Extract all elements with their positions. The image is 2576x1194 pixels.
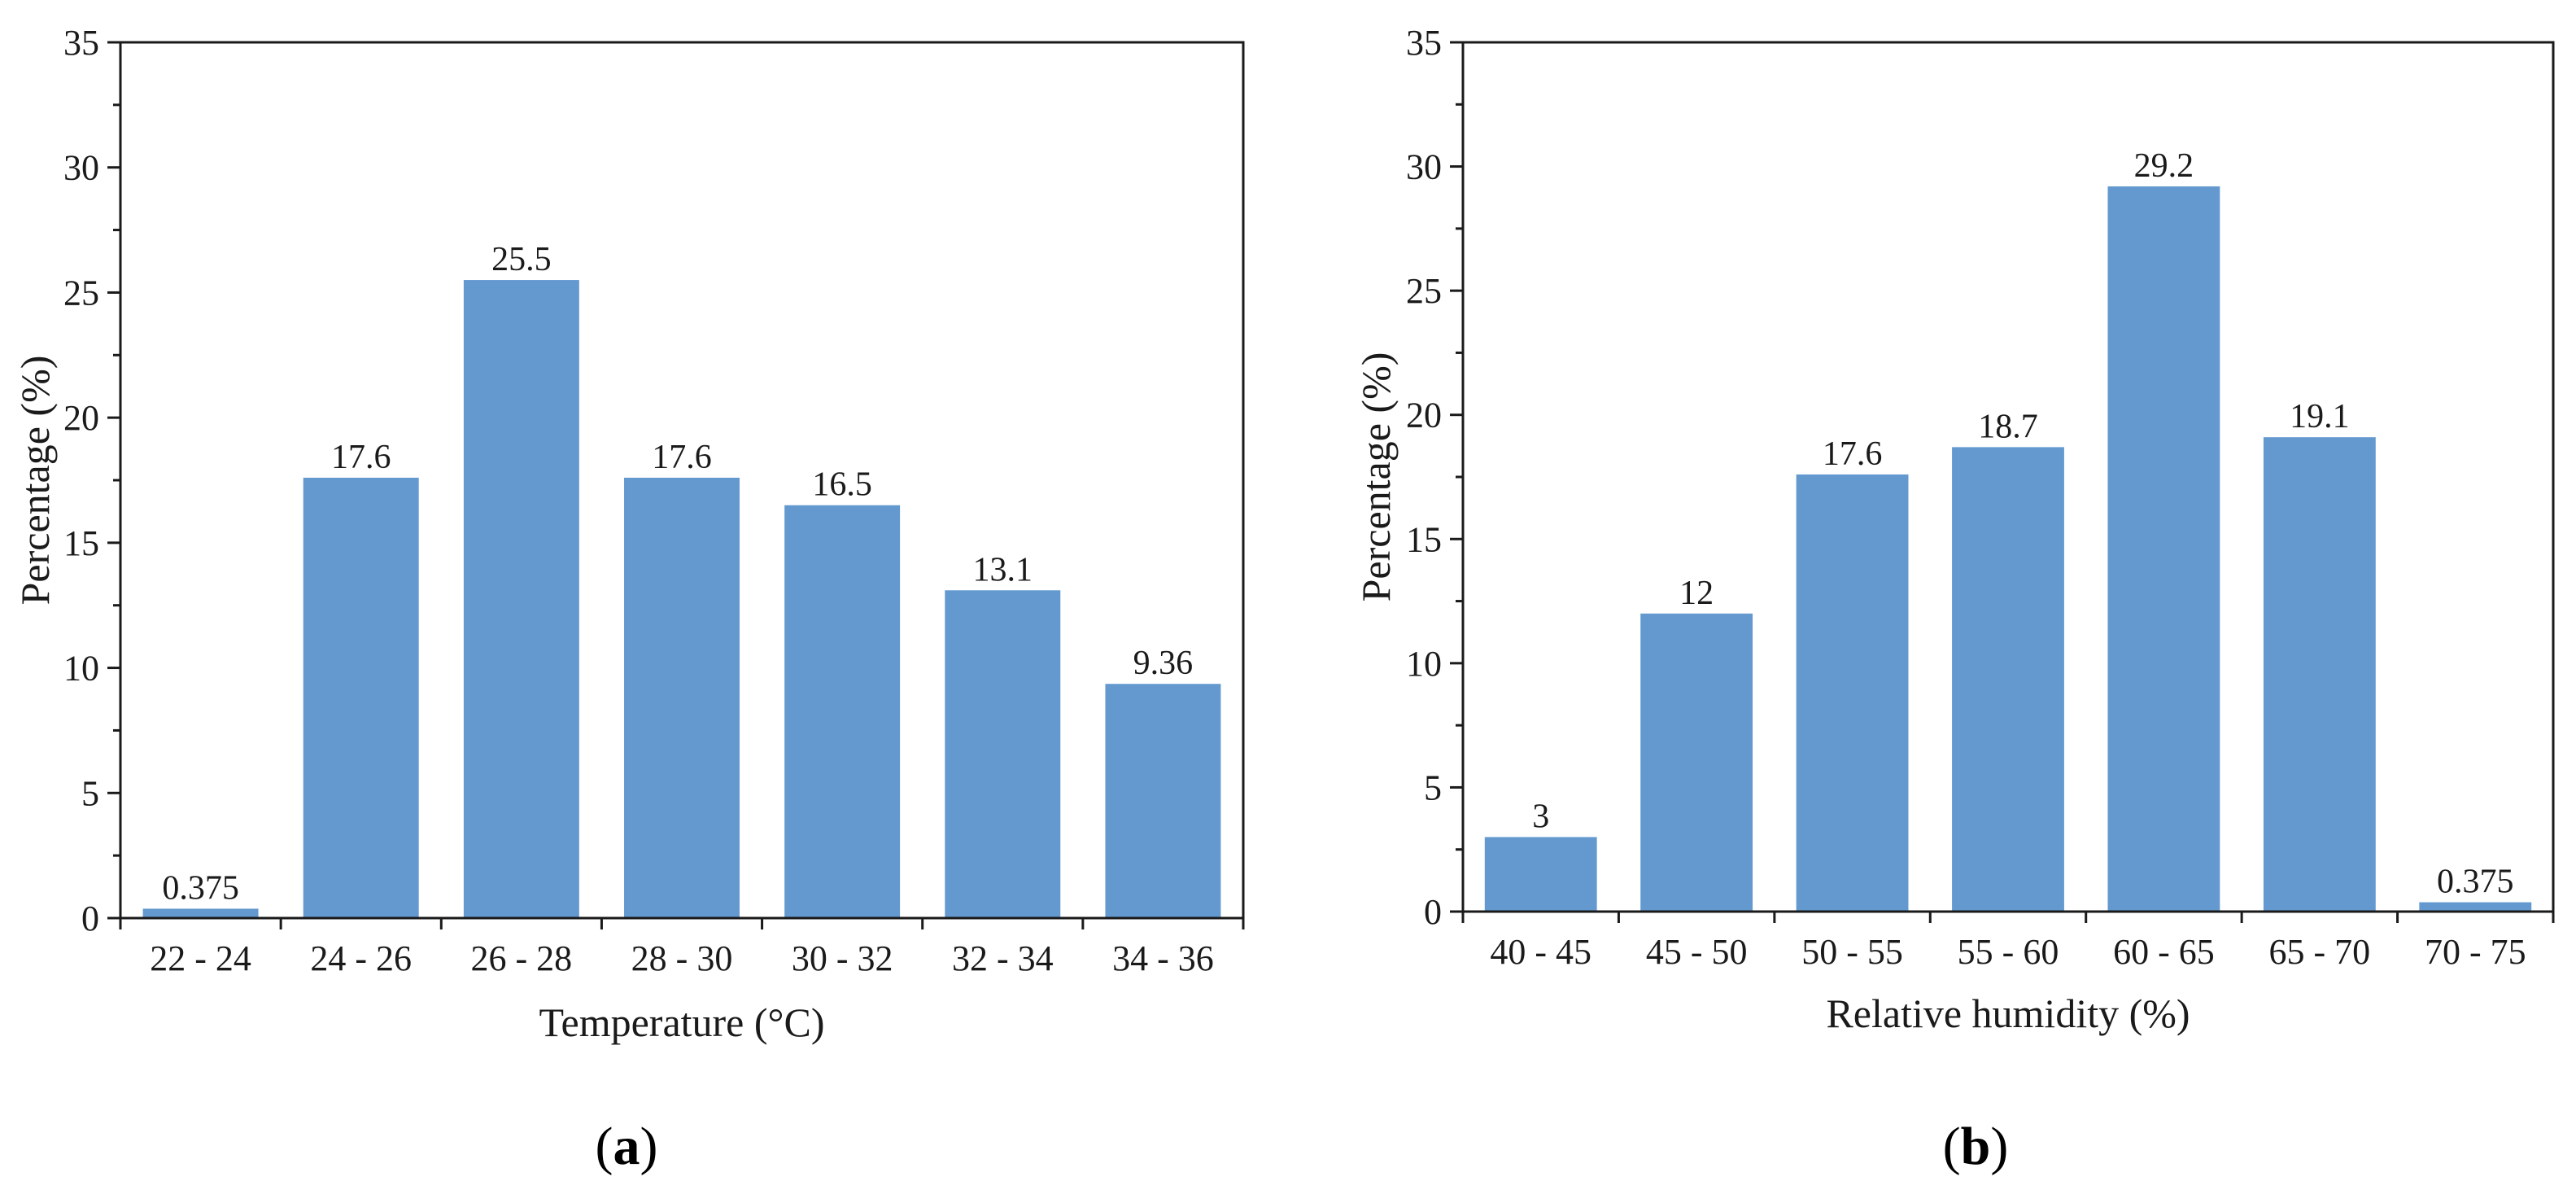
bar-value-label: 17.6 [331, 439, 391, 476]
bar-value-label: 17.6 [1823, 435, 1883, 473]
bar-value-label: 0.375 [2437, 864, 2514, 901]
y-tick-label: 10 [63, 649, 99, 689]
x-tick-label: 30 - 32 [792, 938, 893, 978]
bar-34-36 [1105, 684, 1221, 918]
bar-value-label: 3 [1532, 798, 1549, 835]
y-axis-title: Percentage (%) [12, 356, 58, 606]
y-axis-title: Percentage (%) [1353, 352, 1399, 602]
x-tick-label: 45 - 50 [1646, 932, 1748, 972]
y-tick-label: 15 [1406, 519, 1442, 559]
y-tick-label: 30 [1406, 147, 1442, 187]
y-tick-label: 0 [81, 899, 99, 938]
panel-b-humidity-chart: 3 12 17.6 18.7 29.2 19.1 0.375 0 5 10 15 20 25 30 35 40… [1353, 23, 2555, 1176]
bar-22-24 [142, 908, 259, 918]
x-tick-label: 26 - 28 [471, 938, 573, 978]
x-axis-title: Relative humidity (%) [1826, 991, 2190, 1036]
panel-label: (b) [1943, 1117, 2009, 1176]
panel-label: (a) [596, 1117, 658, 1176]
bar-32-34 [945, 590, 1061, 918]
x-tick-label: 28 - 30 [631, 938, 733, 978]
bar-value-label: 19.1 [2290, 398, 2350, 435]
bar-value-label: 25.5 [491, 241, 552, 278]
x-tick-label: 65 - 70 [2269, 932, 2371, 972]
x-tick-label: 22 - 24 [150, 938, 251, 978]
bar-26-28 [463, 280, 579, 918]
x-axis-title: Temperature (°C) [539, 999, 824, 1045]
panel-letter: a [613, 1117, 640, 1176]
y-tick-label: 10 [1406, 644, 1442, 684]
y-tick-label: 5 [1424, 768, 1442, 807]
bar-65-70 [2263, 437, 2376, 912]
bar-60-65 [2107, 186, 2220, 912]
x-tick-label: 70 - 75 [2425, 932, 2526, 972]
bar-40-45 [1484, 837, 1597, 912]
bar-28-30 [624, 477, 740, 918]
bar-55-60 [1952, 447, 2064, 912]
x-tick-label: 55 - 60 [1958, 932, 2059, 972]
y-tick-label: 35 [63, 23, 99, 63]
panel-a-temperature-chart: 0.375 17.6 25.5 17.6 16.5 13.1 9.36 0 5 10 15 20 25 3… [12, 23, 1245, 1176]
bar-value-label: 18.7 [1978, 408, 2038, 445]
bar-value-label: 29.2 [2134, 147, 2194, 185]
x-tick-label: 60 - 65 [2113, 932, 2215, 972]
bar-45-50 [1640, 613, 1753, 912]
x-tick-label: 24 - 26 [310, 938, 412, 978]
bar-value-label: 12 [1679, 575, 1714, 612]
x-tick-label: 50 - 55 [1801, 932, 1903, 972]
bar-24-26 [303, 477, 419, 918]
bar-50-55 [1796, 474, 1909, 912]
y-tick-label: 0 [1424, 892, 1442, 932]
bar-value-label: 13.1 [973, 551, 1033, 588]
bar-value-label: 9.36 [1133, 645, 1194, 682]
y-tick-label: 5 [81, 773, 99, 813]
x-tick-label: 32 - 34 [952, 938, 1054, 978]
bar-value-label: 17.6 [652, 439, 712, 476]
y-tick-label: 15 [63, 523, 99, 563]
bar-value-label: 0.375 [162, 869, 239, 907]
y-tick-label: 25 [1406, 271, 1442, 311]
bar-30-32 [784, 505, 901, 918]
y-tick-label: 20 [1406, 396, 1442, 435]
x-tick-label: 34 - 36 [1112, 938, 1214, 978]
y-tick-label: 20 [63, 398, 99, 438]
panel-letter: b [1961, 1117, 1991, 1176]
y-tick-label: 25 [63, 273, 99, 313]
x-tick-label: 40 - 45 [1490, 932, 1591, 972]
bar-value-label: 16.5 [812, 466, 872, 504]
y-tick-label: 30 [63, 148, 99, 188]
y-tick-label: 35 [1406, 23, 1442, 63]
bar-70-75 [2419, 902, 2532, 912]
